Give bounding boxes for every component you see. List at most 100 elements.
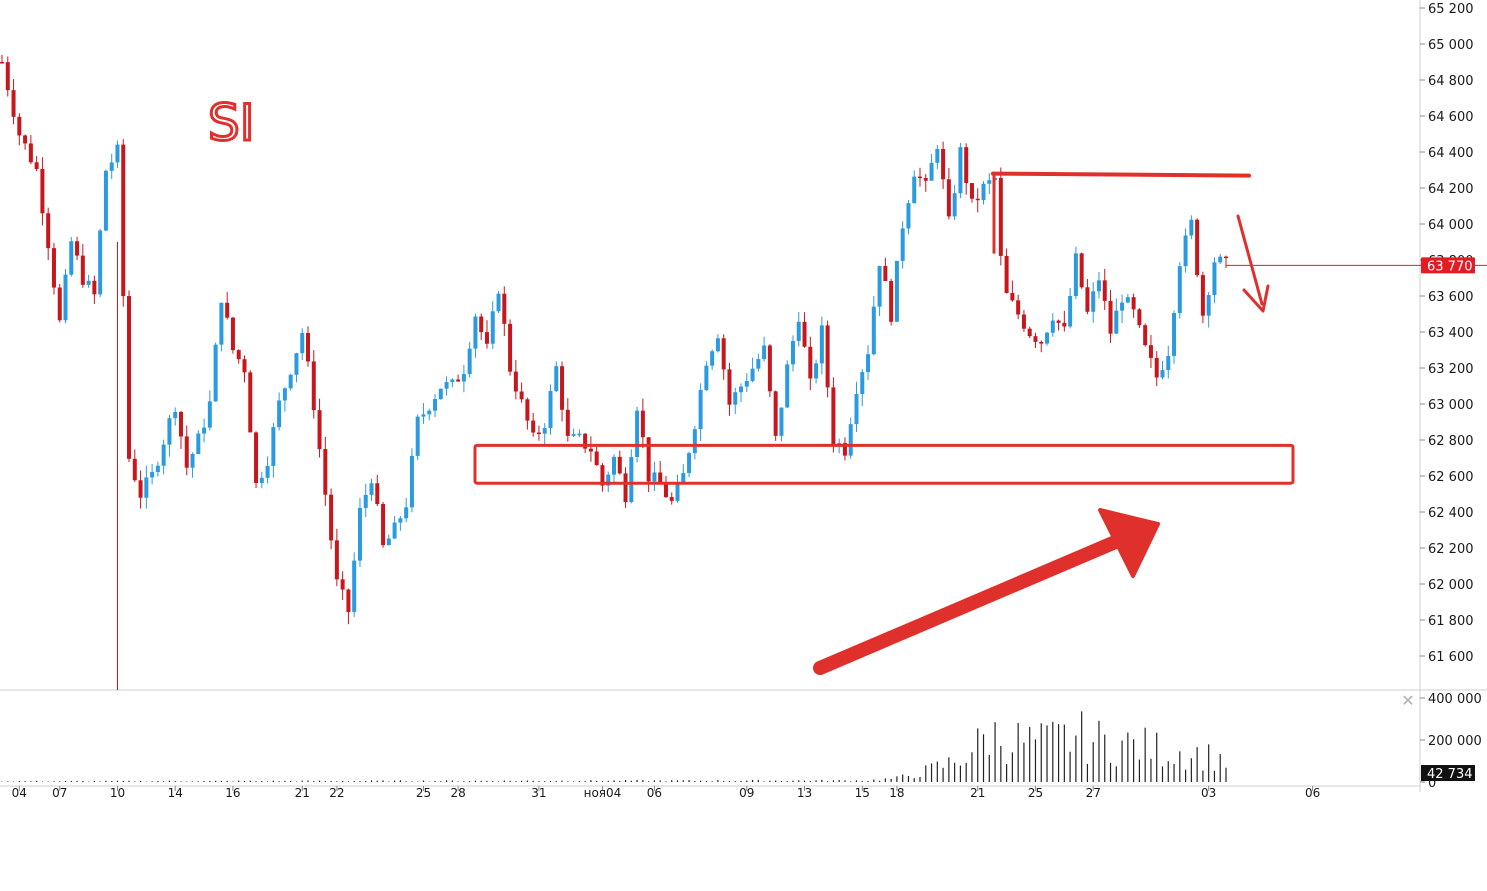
candle-body [409, 455, 414, 508]
last-price-label: 63 770 [1427, 259, 1473, 274]
candle-body [375, 483, 380, 505]
candle-body [456, 379, 461, 382]
candle-body [427, 410, 432, 415]
candle-body [311, 361, 316, 411]
candle-body [219, 302, 224, 345]
candle-body [906, 203, 911, 229]
price-tick-label: 61 800 [1428, 614, 1474, 629]
annotations [473, 171, 1295, 675]
candle-body [554, 366, 559, 392]
candle-body [1166, 355, 1171, 371]
candle-body [265, 465, 270, 478]
price-tick-label: 64 800 [1428, 74, 1474, 89]
candle-body [340, 579, 345, 590]
candle-body [513, 371, 518, 392]
volume-axis-ticks: 400 000 200 000 0 [1420, 692, 1482, 791]
date-tick-label: 22 [329, 786, 344, 800]
time-axis-ticks: 04 07 10 14 16 21 22 25 28 31 ноя04 06 09 13 15 18 21 25 2… [12, 786, 1320, 800]
candle-body [923, 177, 928, 181]
candle-body [138, 480, 143, 498]
candle-body [467, 348, 472, 375]
candle-body [536, 432, 541, 435]
candle-body [629, 457, 634, 503]
candle-body [288, 374, 293, 389]
candle-body [213, 344, 218, 402]
candle-body [1218, 256, 1223, 263]
date-tick-label: 25 [416, 786, 431, 800]
date-tick-label: 15 [855, 786, 870, 800]
candle-body [802, 321, 807, 347]
candle-body [306, 332, 310, 362]
candle-body [808, 346, 813, 379]
date-tick-label: 25 [1028, 786, 1043, 800]
close-icon[interactable]: ✕ [1401, 691, 1415, 710]
candle-body [63, 274, 68, 321]
candle-body [1027, 328, 1032, 337]
candle-body [386, 538, 391, 546]
candle-body [1102, 280, 1107, 301]
candle-body [415, 416, 420, 456]
candle-body [964, 147, 969, 184]
candle-body [773, 391, 778, 436]
candle-body [115, 144, 120, 163]
candle-body [1033, 336, 1038, 342]
candle-body [1039, 341, 1044, 344]
candle-body [363, 494, 368, 508]
candle-body [1195, 219, 1200, 276]
volume-bars [1, 711, 1227, 782]
candle-body [17, 116, 22, 136]
date-tick-label: 06 [1305, 786, 1320, 800]
candle-body [92, 280, 97, 295]
resistance-line [991, 171, 1251, 178]
candle-body [225, 302, 230, 318]
candle-body [860, 372, 865, 395]
candle-body [560, 366, 565, 410]
price-tick-label: 62 800 [1428, 434, 1474, 449]
candle-body [1200, 275, 1205, 316]
date-tick-label: 27 [1086, 786, 1101, 800]
candle-body [877, 265, 882, 307]
candle-body [334, 540, 339, 580]
candle-body [1189, 219, 1194, 236]
up-arrow-head [1098, 508, 1160, 578]
date-tick-label: 03 [1201, 786, 1216, 800]
candle-body [658, 472, 663, 484]
date-tick-label: 13 [797, 786, 812, 800]
candle-body [150, 471, 155, 478]
candle-body [825, 325, 830, 388]
candle-body [329, 494, 334, 541]
candle-body [652, 472, 657, 482]
candle-body [663, 483, 668, 498]
candle-body [831, 387, 836, 446]
candle-body [889, 281, 894, 322]
candle-body [196, 433, 201, 455]
date-tick-label: 18 [889, 786, 904, 800]
candle-body [155, 465, 160, 472]
date-tick-label: 21 [970, 786, 985, 800]
down-arrow-head [1242, 284, 1270, 313]
candle-body [779, 407, 784, 436]
candle-body [531, 420, 536, 433]
candle-body [46, 213, 51, 249]
candle-body [871, 306, 876, 355]
candle-body [80, 255, 85, 285]
price-tick-label: 64 400 [1428, 146, 1474, 161]
candle-body [1004, 255, 1009, 293]
candle-body [0, 62, 4, 64]
candle-body [479, 316, 484, 333]
price-tick-label: 62 200 [1428, 542, 1474, 557]
candle-body [571, 434, 576, 436]
candle-body [173, 411, 178, 419]
candle-body [762, 345, 767, 360]
candle-body [1068, 295, 1073, 327]
candle-body [294, 353, 299, 375]
candle-body [577, 433, 582, 436]
date-tick-label: 09 [739, 786, 754, 800]
candle-body [848, 424, 853, 456]
date-tick-label: 21 [295, 786, 310, 800]
candle-body [248, 372, 253, 433]
candle-body [144, 477, 149, 498]
candle-body [1056, 320, 1061, 323]
candle-body [242, 359, 247, 373]
